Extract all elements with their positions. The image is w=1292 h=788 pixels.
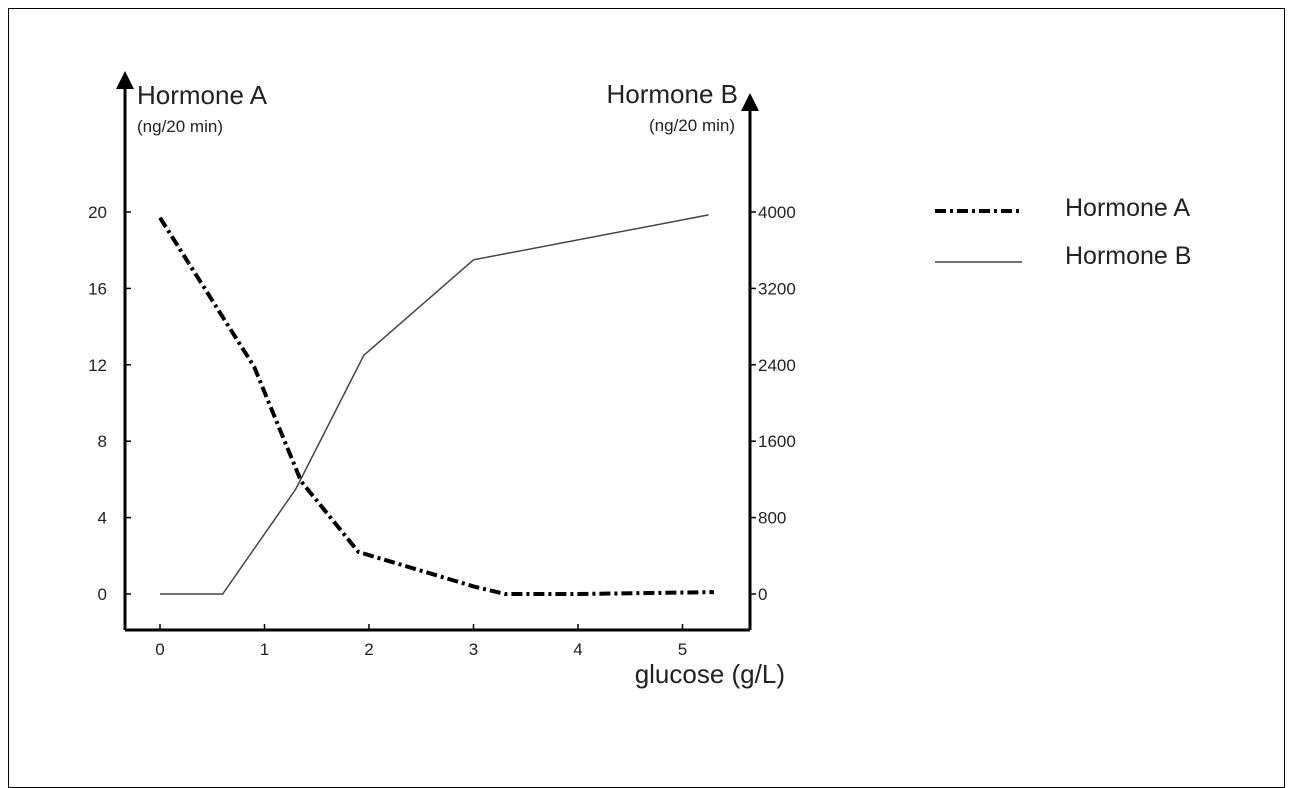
right-axis-unit: (ng/20 min) (649, 116, 735, 135)
left-tick-label: 20 (88, 203, 107, 222)
legend-label-hormone-b: Hormone B (1065, 242, 1191, 270)
right-tick-label: 800 (758, 509, 786, 528)
right-tick-label: 0 (758, 585, 767, 604)
left-axis-title: Hormone A (137, 80, 268, 110)
x-tick-label: 4 (573, 640, 582, 659)
x-tick-label: 2 (364, 640, 373, 659)
right-tick-label: 3200 (758, 279, 796, 298)
x-axis-label: glucose (g/L) (635, 659, 785, 689)
legend-label-hormone-a: Hormone A (1065, 194, 1190, 222)
right-tick-label: 1600 (758, 432, 796, 451)
left-tick-label: 16 (88, 279, 107, 298)
legend: Hormone A Hormone B (935, 194, 1191, 270)
right-tick-label: 4000 (758, 203, 796, 222)
left-axis-unit: (ng/20 min) (137, 117, 223, 136)
right-axis-title: Hormone B (607, 79, 739, 109)
x-tick-label: 5 (678, 640, 687, 659)
left-tick-label: 0 (98, 585, 107, 604)
left-tick-label: 12 (88, 356, 107, 375)
series-line-hormone-b (160, 214, 709, 595)
x-tick-label: 0 (155, 640, 164, 659)
left-tick-label: 8 (98, 432, 107, 451)
right-tick-label: 2400 (758, 356, 796, 375)
series-line-hormone-a (158, 216, 714, 596)
left-tick-label: 4 (98, 509, 107, 528)
x-tick-label: 1 (260, 640, 269, 659)
x-tick-label: 3 (469, 640, 478, 659)
